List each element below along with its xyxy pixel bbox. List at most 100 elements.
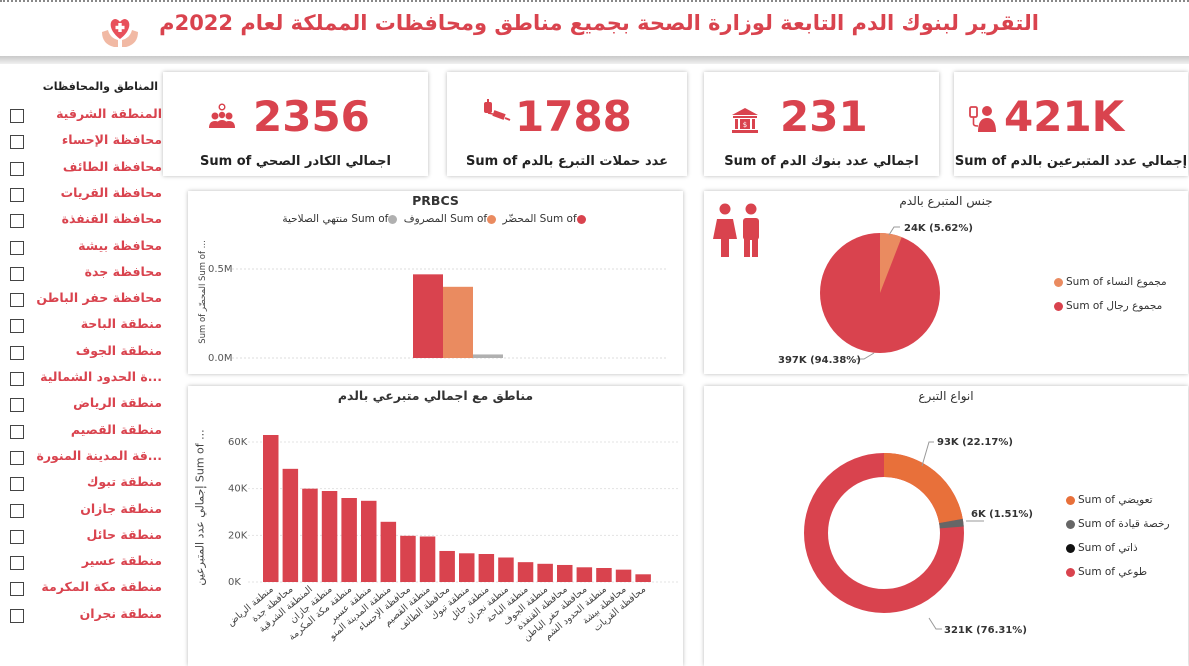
slicer-item[interactable]: منطقة القصيم bbox=[8, 420, 162, 444]
y-tick: 0.0M bbox=[208, 353, 233, 364]
bar[interactable] bbox=[361, 500, 377, 582]
checkbox[interactable] bbox=[10, 529, 24, 544]
bank-icon: $ bbox=[732, 108, 758, 133]
slicer-item[interactable]: منطقة نجران bbox=[8, 604, 162, 628]
prbcs-chart[interactable]: PRBCS Sum of المحضّر Sum of المصروف Sum … bbox=[188, 191, 683, 374]
checkbox[interactable] bbox=[10, 161, 24, 176]
checkbox[interactable] bbox=[10, 503, 24, 518]
slicer-item[interactable]: منطقة الباحة bbox=[8, 314, 162, 338]
kpi-card-campaigns[interactable]: 1788 عدد حملات التبرع بالدم Sum of bbox=[447, 72, 687, 176]
legend-item[interactable]: Sum of المحضّر bbox=[502, 213, 588, 225]
checkbox[interactable] bbox=[10, 187, 24, 202]
bar[interactable] bbox=[321, 491, 338, 582]
bar[interactable] bbox=[282, 468, 299, 582]
bar[interactable] bbox=[596, 568, 612, 582]
slicer-item[interactable]: منطقة عسير bbox=[8, 551, 162, 575]
data-label: 6K (1.51%) bbox=[971, 509, 1033, 520]
bar[interactable] bbox=[413, 274, 443, 358]
bar[interactable] bbox=[400, 535, 416, 582]
slicer-item[interactable]: محافظة القريات bbox=[8, 183, 162, 207]
chart-title: انواع التبرع bbox=[918, 389, 974, 403]
checkbox[interactable] bbox=[10, 135, 24, 150]
bar[interactable] bbox=[615, 569, 632, 582]
bar[interactable] bbox=[302, 488, 318, 582]
bar[interactable] bbox=[576, 567, 593, 582]
bar[interactable] bbox=[459, 553, 475, 582]
slicer-item[interactable]: منطقة جازان bbox=[8, 499, 162, 523]
bar[interactable] bbox=[517, 562, 534, 582]
slicer-item[interactable]: محافظة بيشة bbox=[8, 236, 162, 260]
checkbox[interactable] bbox=[10, 398, 24, 413]
bar[interactable] bbox=[473, 354, 503, 358]
checkbox[interactable] bbox=[10, 240, 24, 255]
checkbox[interactable] bbox=[10, 424, 24, 439]
legend-item[interactable]: Sum of رخصة قيادة bbox=[1066, 518, 1170, 530]
bar[interactable] bbox=[557, 564, 573, 582]
checkbox[interactable] bbox=[10, 556, 24, 571]
slicer-item[interactable]: منطقة تبوك bbox=[8, 472, 162, 496]
checkbox[interactable] bbox=[10, 608, 24, 623]
chart-title: جنس المتبرع بالدم bbox=[899, 194, 993, 208]
bar[interactable] bbox=[419, 536, 436, 583]
bar[interactable] bbox=[341, 498, 357, 582]
checkbox[interactable] bbox=[10, 582, 24, 597]
slicer-item[interactable]: منطقة الجوف bbox=[8, 341, 162, 365]
slicer-item-label: منطقة الرياض bbox=[73, 395, 162, 411]
slicer-item[interactable]: ...قة المدينة المنورة bbox=[8, 446, 162, 470]
slicer-item[interactable]: منطقة حائل bbox=[8, 525, 162, 549]
slicer-item[interactable]: محافظة جدة bbox=[8, 262, 162, 286]
legend-item[interactable]: Sum of مجموع النساء bbox=[1054, 276, 1167, 288]
chart-legend: Sum of المحضّر Sum of المصروف Sum of منت… bbox=[188, 213, 683, 225]
y-tick: 60K bbox=[228, 437, 248, 448]
bar[interactable] bbox=[498, 557, 514, 583]
donut-slice-compensatory[interactable] bbox=[804, 453, 964, 613]
bar[interactable] bbox=[443, 286, 473, 358]
gender-chart[interactable]: جنس المتبرع بالدم 24K (5.62%) 397K (94.3… bbox=[704, 191, 1188, 374]
blood-syringe-icon bbox=[484, 99, 511, 121]
slicer-item[interactable]: منطقة الرياض bbox=[8, 393, 162, 417]
legend-label: Sum of المحضّر bbox=[502, 213, 577, 225]
legend-item[interactable]: Sum of المصروف bbox=[404, 213, 499, 225]
slicer-item[interactable]: محافظة الإحساء bbox=[8, 130, 162, 154]
bar[interactable] bbox=[478, 554, 495, 582]
checkbox[interactable] bbox=[10, 109, 24, 123]
legend-dot bbox=[388, 214, 398, 224]
legend-item[interactable]: Sum of ذاتي bbox=[1066, 542, 1138, 554]
legend-item[interactable]: Sum of طوعي bbox=[1066, 566, 1147, 578]
checkbox[interactable] bbox=[10, 319, 24, 334]
checkbox[interactable] bbox=[10, 293, 24, 308]
bar[interactable] bbox=[380, 521, 397, 582]
legend-label: Sum of تعويضي bbox=[1078, 494, 1153, 506]
slicer-item[interactable]: منطقة مكة المكرمة bbox=[8, 577, 162, 601]
slicer-item[interactable]: المنطقة الشرقية bbox=[8, 104, 162, 128]
kpi-value: 421K bbox=[1004, 92, 1125, 141]
checkbox[interactable] bbox=[10, 214, 24, 229]
bar[interactable] bbox=[439, 550, 455, 582]
legend-dot bbox=[487, 214, 497, 224]
checkbox[interactable] bbox=[10, 372, 24, 386]
kpi-card-staff[interactable]: 2356 اجمالي الكادر الصحي Sum of bbox=[163, 72, 428, 176]
donation-types-chart[interactable]: انواع التبرع 93K (22.17%) 6K (1.51%) 321… bbox=[704, 386, 1188, 666]
slicer-item[interactable]: ...ة الحدود الشمالية bbox=[8, 367, 162, 391]
checkbox[interactable] bbox=[10, 450, 24, 465]
legend-item[interactable]: Sum of تعويضي bbox=[1066, 494, 1153, 506]
bar[interactable] bbox=[537, 563, 553, 582]
slicer-item[interactable]: محافظة حفر الباطن bbox=[8, 288, 162, 312]
slicer-item[interactable]: محافظة الطائف bbox=[8, 157, 162, 181]
checkbox[interactable] bbox=[10, 266, 24, 281]
kpi-card-banks[interactable]: $ 231 اجمالي عدد بنوك الدم Sum of bbox=[704, 72, 939, 176]
slicer-item-label: منطقة حائل bbox=[86, 526, 162, 542]
legend-item[interactable]: Sum of منتهي الصلاحية bbox=[282, 213, 400, 225]
legend-item[interactable]: Sum of مجموع رجال bbox=[1054, 300, 1162, 312]
slicer-item[interactable]: محافظة القنفذة bbox=[8, 209, 162, 233]
regions-chart[interactable]: مناطق مع اجمالي متبرعي بالدم إجمالي عدد … bbox=[188, 386, 683, 666]
checkbox[interactable] bbox=[10, 345, 24, 360]
kpi-card-donors[interactable]: 421K إجمالي عدد المتبرعين بالدم Sum of bbox=[954, 72, 1188, 176]
checkbox[interactable] bbox=[10, 477, 24, 492]
bar[interactable] bbox=[263, 435, 279, 582]
bar[interactable] bbox=[635, 574, 651, 582]
legend-dot bbox=[1066, 543, 1075, 553]
legend-label: Sum of مجموع النساء bbox=[1066, 276, 1167, 288]
pie-slice-women[interactable] bbox=[880, 233, 902, 293]
